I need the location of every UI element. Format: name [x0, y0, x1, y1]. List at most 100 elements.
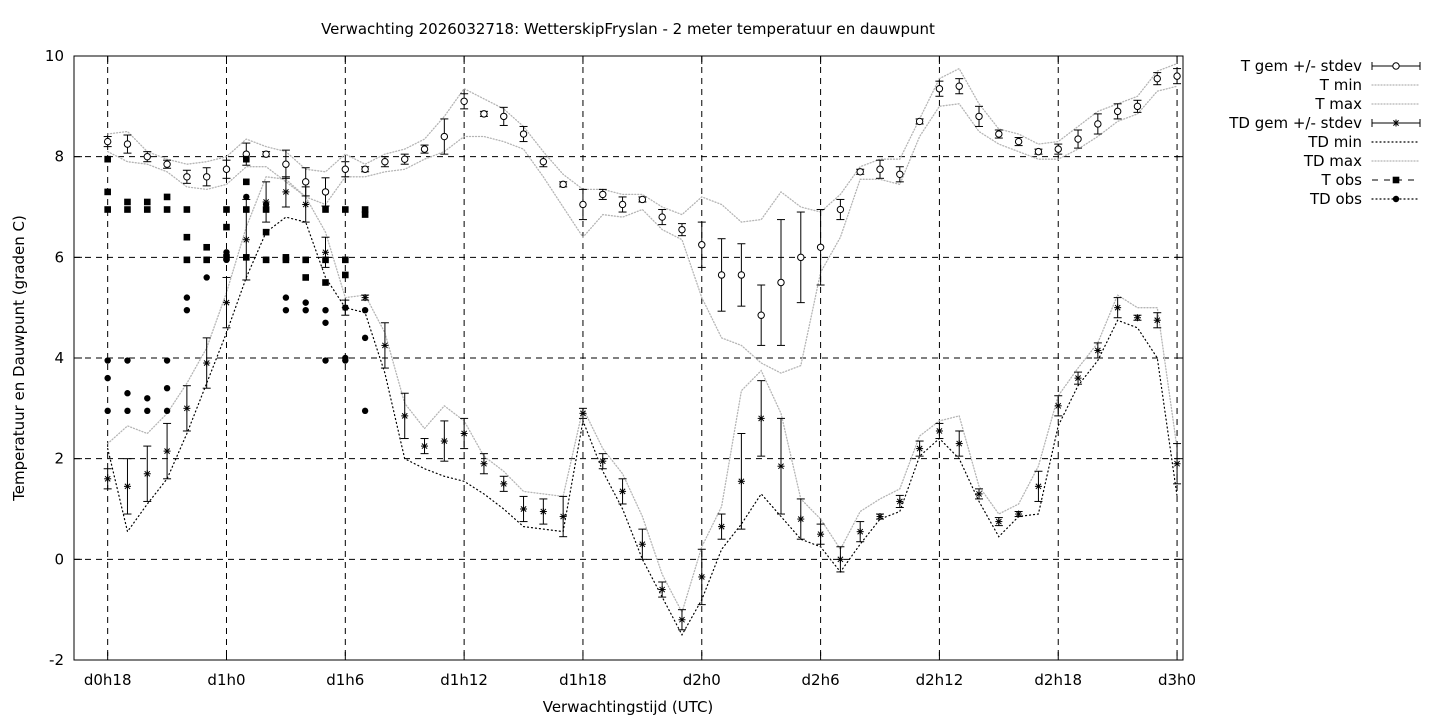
td-obs-point — [124, 357, 131, 364]
td-mean-point — [638, 540, 646, 548]
t-mean-point — [103, 137, 112, 146]
x-tick-label: d1h0 — [207, 671, 245, 689]
x-tick-label: d2h18 — [1034, 671, 1082, 689]
t-obs-point — [163, 206, 171, 213]
t-mean-point — [500, 112, 508, 121]
t-mean-point — [1094, 120, 1102, 128]
t-obs-point — [342, 271, 349, 279]
td-mean-point — [916, 445, 924, 453]
t-mean-point — [183, 173, 191, 181]
t-mean-point — [698, 241, 706, 249]
td-mean-point — [421, 442, 429, 450]
td-mean-point — [658, 586, 666, 594]
td-mean-point — [401, 412, 409, 420]
td-obs-point — [163, 385, 171, 392]
td-obs-point — [163, 407, 171, 415]
td-mean-point — [242, 236, 250, 244]
t-mean-point — [935, 85, 944, 93]
y-tick-label: -2 — [49, 651, 64, 669]
td-mean-point — [460, 430, 468, 437]
t-mean-point — [579, 200, 587, 209]
t-mean-point — [1054, 145, 1062, 153]
td-mean-point — [282, 188, 290, 196]
t-mean-point — [599, 190, 607, 199]
td-obs-point — [104, 407, 111, 415]
t-obs-point — [223, 206, 230, 213]
t-mean-point — [222, 165, 231, 173]
td-obs-point — [104, 374, 111, 382]
td-mean-point — [955, 440, 963, 448]
legend-marker — [1392, 176, 1400, 184]
t-mean-point — [797, 253, 805, 262]
t-mean-point — [539, 158, 548, 166]
t-mean-point — [1133, 102, 1142, 111]
t-mean-point — [361, 165, 369, 173]
legend-label: T obs — [1321, 171, 1363, 189]
t-mean-point — [717, 271, 726, 279]
y-tick-label: 0 — [54, 550, 64, 568]
td-obs-point — [163, 357, 171, 364]
td-mean-point — [500, 480, 508, 488]
x-tick-label: d1h18 — [559, 671, 607, 689]
t-mean-point — [123, 140, 132, 148]
td-mean-point — [381, 341, 389, 349]
td-mean-point — [222, 299, 230, 307]
td-mean-point — [1173, 460, 1181, 468]
t-obs-point — [361, 206, 369, 213]
td-mean-point — [123, 482, 131, 490]
td-mean-point — [856, 528, 864, 536]
t-obs-point — [143, 198, 151, 206]
y-tick-label: 4 — [54, 349, 64, 367]
t-mean-point — [836, 205, 845, 214]
td-obs-point — [124, 390, 131, 397]
td-mean-point — [737, 477, 745, 485]
td-mean-point — [1054, 402, 1062, 410]
td-mean-point — [480, 460, 488, 468]
t-mean-point — [618, 200, 627, 209]
legend-label: T max — [1314, 95, 1362, 113]
td-mean-point — [579, 409, 587, 417]
t-mean-point — [341, 165, 350, 173]
x-tick-label: d2h0 — [683, 671, 721, 689]
td-obs-point — [183, 294, 191, 301]
td-mean-point — [678, 616, 686, 624]
t-mean-point — [381, 158, 389, 166]
td-mean-point — [619, 487, 627, 495]
td-mean-point — [520, 505, 528, 513]
td-obs-point — [124, 407, 131, 415]
t-obs-point — [302, 274, 310, 281]
td-obs-point — [243, 193, 250, 201]
t-mean-point — [282, 160, 290, 168]
td-mean-point — [1133, 314, 1141, 322]
t-obs-point — [361, 211, 369, 218]
t-obs-point — [124, 198, 131, 206]
x-tick-label: d0h18 — [84, 671, 132, 689]
t-mean-point — [1153, 74, 1161, 83]
t-mean-point — [519, 130, 528, 138]
td-mean-point — [163, 447, 171, 455]
legend-marker — [1392, 62, 1400, 70]
t-mean-point — [440, 132, 449, 141]
t-obs-point — [104, 206, 111, 213]
td-mean-point — [797, 515, 805, 523]
td-mean-point — [302, 200, 310, 208]
t-mean-point — [955, 82, 963, 90]
t-obs-point — [342, 206, 349, 213]
t-obs-point — [242, 254, 250, 261]
td-obs-point — [302, 256, 309, 264]
t-obs-point — [104, 155, 111, 163]
td-obs-point — [144, 407, 151, 415]
legend-label: T min — [1319, 76, 1362, 94]
series-layer — [103, 62, 1182, 637]
td-obs-point — [302, 306, 309, 314]
td-mean-point — [361, 294, 369, 302]
t-mean-point — [480, 110, 488, 118]
td-mean-point — [836, 555, 844, 563]
t-mean-point — [1034, 147, 1043, 156]
td-mean-point — [1034, 482, 1042, 490]
td-obs-point — [322, 256, 329, 264]
t-mean-point — [163, 160, 171, 168]
td-obs-point — [322, 319, 329, 326]
t-mean-point — [1113, 107, 1122, 116]
y-tick-label: 6 — [54, 248, 64, 266]
